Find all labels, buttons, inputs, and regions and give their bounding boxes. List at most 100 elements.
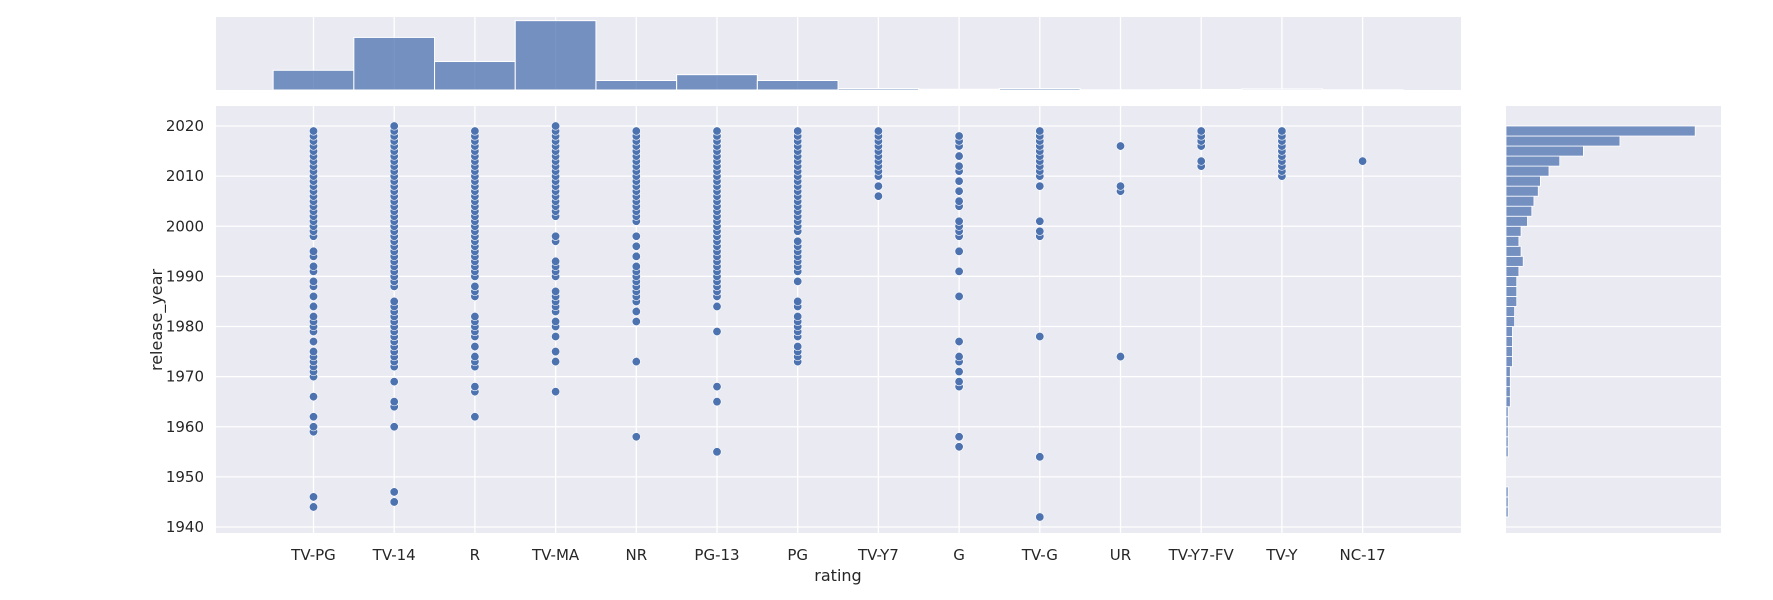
y-tick-label: 1980 [166,318,204,336]
top-hist-bar [353,36,436,91]
y-tick-label: 1950 [166,468,204,486]
scatter-point [954,291,964,301]
y-tick-label: 1970 [166,368,204,386]
right-hist-bar [1505,306,1516,317]
right-hist-bar [1505,346,1513,357]
scatter-point [954,161,964,171]
top-hist-bar [434,61,516,91]
scatter-point [470,126,480,136]
scatter-point [389,121,399,131]
scatter-point [631,306,641,316]
x-tick-label: TV-MA [531,546,580,564]
right-hist-bar [1505,205,1533,217]
scatter-point [712,397,722,407]
right-hist-bar [1505,135,1621,147]
top-hist-bar [272,69,355,91]
scatter-point [389,296,399,306]
right-hist-bar [1505,155,1561,167]
scatter-point [1277,126,1287,136]
scatter-point [551,231,561,241]
scatter-point [793,236,803,246]
scatter-point [308,311,318,321]
x-tick-label: NC-17 [1339,546,1385,564]
scatter-point [712,447,722,457]
right-hist-bar [1505,195,1535,207]
scatter-point [470,281,480,291]
right-hist-bar [1505,165,1550,177]
top-marginal-grid [312,17,1364,90]
scatter-point [712,301,722,311]
right-hist-bar [1505,386,1511,398]
scatter-point [389,377,399,387]
scatter-point [954,377,964,387]
scatter-point [873,181,883,191]
scatter-point [1035,126,1045,136]
right-hist-bar [1505,125,1696,137]
scatter-point [793,126,803,136]
right-hist-bar [1505,175,1541,187]
scatter-point [1358,156,1368,166]
scatter-point [1035,181,1045,191]
scatter-point [551,121,561,131]
x-tick-label: TV-Y7 [857,546,899,564]
scatter-points [308,121,1368,522]
right-hist-bar [1505,296,1518,307]
scatter-point [1035,216,1045,226]
top-hist-bar [756,80,839,91]
right-hist-bar [1505,275,1518,287]
y-tick-label: 2020 [166,117,204,135]
scatter-point [631,231,641,241]
scatter-point [954,432,964,442]
scatter-point [308,337,318,347]
top-hist-bar [837,88,920,91]
scatter-point [1116,181,1126,191]
right-hist-bar [1505,506,1509,518]
scatter-point [1035,226,1045,236]
scatter-point [470,382,480,392]
right-hist-bar [1505,265,1520,277]
scatter-point [954,246,964,256]
scatter-point [389,487,399,497]
scatter-point [954,216,964,226]
y-tick-label: 1940 [166,518,204,536]
scatter-point [551,357,561,367]
right-hist-bar [1505,436,1509,448]
scatter-point [631,316,641,326]
top-hist-bar [514,20,597,91]
y-tick-label: 2010 [166,167,204,185]
scatter-point [1196,156,1206,166]
scatter-point [793,296,803,306]
scatter-point [631,126,641,136]
scatter-point [712,327,722,337]
right-hist-bar [1505,376,1511,388]
scatter-point [954,337,964,347]
scatter-point [308,347,318,357]
scatter-point [954,352,964,362]
right-hist-bar [1505,255,1524,267]
scatter-point [389,497,399,507]
x-tick-label: TV-PG [290,546,336,564]
right-hist-bar [1505,215,1528,227]
scatter-point [712,382,722,392]
scatter-point [308,412,318,422]
scatter-point [308,291,318,301]
right-marginal-panel [1506,106,1721,533]
scatter-point [308,392,318,402]
scatter-point [873,126,883,136]
right-hist-bar [1505,356,1513,368]
right-hist-bar [1505,486,1509,498]
x-tick-label: PG [787,546,808,564]
scatter-point [308,422,318,432]
scatter-point [551,316,561,326]
scatter-point [631,251,641,261]
x-tick-label: R [470,546,480,564]
scatter-point [551,347,561,357]
y-tick-label: 2000 [166,217,204,235]
scatter-point [308,126,318,136]
scatter-point [308,261,318,271]
right-hist-bar [1505,185,1539,197]
scatter-point [631,261,641,271]
top-hist-bar [676,74,758,91]
right-hist-bar [1505,416,1509,428]
scatter-point [470,352,480,362]
